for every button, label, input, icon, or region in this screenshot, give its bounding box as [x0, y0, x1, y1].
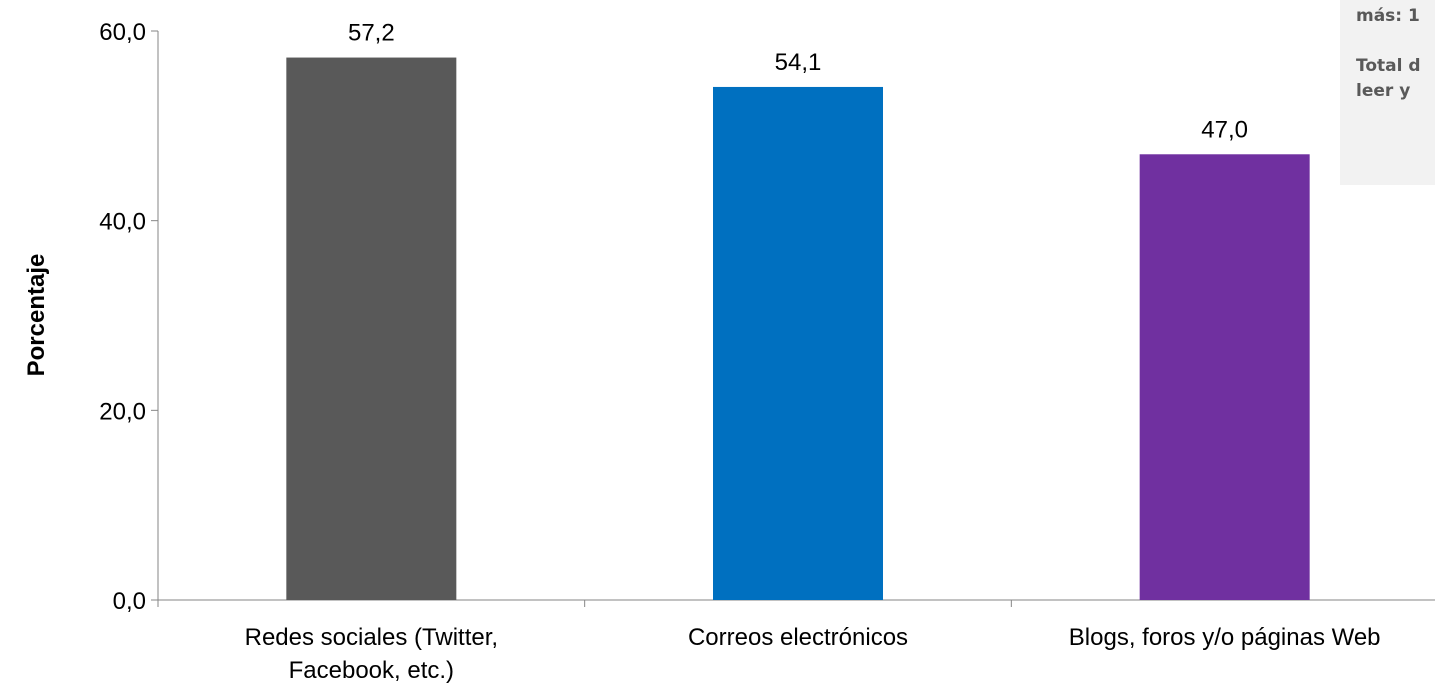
- bar: [713, 86, 883, 601]
- y-tick-label: 20,0: [99, 398, 146, 425]
- y-tick-label: 0,0: [113, 588, 146, 615]
- notes-panel: más: 1 Total d leer y: [1340, 0, 1435, 185]
- data-label: 54,1: [775, 49, 822, 76]
- note-line-3: leer y: [1356, 81, 1411, 101]
- bar: [286, 57, 457, 600]
- x-tick-label: Correos electrónicos: [688, 624, 908, 651]
- x-tick-label: Blogs, foros y/o páginas Web: [1069, 624, 1381, 651]
- y-axis-label: Porcentaje: [23, 254, 50, 377]
- data-label: 57,2: [348, 20, 395, 47]
- x-tick-label: Facebook, etc.): [289, 657, 454, 684]
- y-tick-label: 60,0: [99, 19, 146, 46]
- bar: [1139, 154, 1310, 601]
- y-tick-label: 40,0: [99, 209, 146, 236]
- note-line-1: más: 1: [1356, 6, 1420, 26]
- data-label: 47,0: [1201, 116, 1248, 143]
- note-line-2: Total d: [1356, 56, 1421, 76]
- x-tick-label: Redes sociales (Twitter,: [245, 624, 498, 651]
